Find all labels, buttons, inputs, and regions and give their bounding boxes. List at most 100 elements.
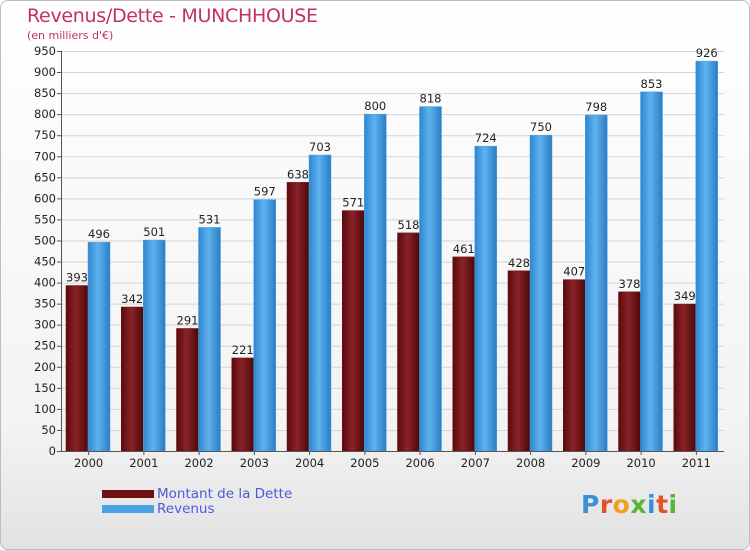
data-label-dette: 349 (674, 289, 696, 303)
y-tick-label: 750 (34, 128, 56, 142)
y-tick-label: 850 (34, 86, 56, 100)
data-label-dette: 571 (342, 196, 364, 210)
data-label-dette: 638 (287, 167, 309, 181)
x-axis-ticks: 2000 2001 2002 2003 2004 2005 2006 2007 2008 2009… (74, 451, 711, 470)
bar-dette (507, 270, 531, 452)
bar-dette (618, 291, 641, 452)
x-tick-label: 2008 (516, 456, 545, 470)
bar-revenus (640, 91, 663, 452)
data-label-revenus: 724 (475, 131, 497, 145)
legend-item-dette: Montant de la Dette (102, 486, 292, 502)
legend-label-dette: Montant de la Dette (157, 486, 293, 502)
y-tick-label: 950 (34, 44, 56, 58)
legend-swatch-revenus (102, 505, 154, 513)
x-tick-label: 2000 (74, 456, 103, 470)
y-tick-label: 250 (34, 339, 56, 353)
grid-lines (61, 51, 724, 452)
y-tick-label: 700 (34, 149, 56, 163)
data-label-dette: 461 (453, 242, 475, 256)
bar-dette (563, 279, 586, 452)
logo-letter: t (656, 490, 669, 519)
bar-dette (452, 256, 475, 452)
y-tick-label: 0 (49, 444, 56, 458)
bar-dette (176, 328, 199, 452)
x-tick-label: 2006 (405, 456, 434, 470)
x-tick-label: 2005 (350, 456, 379, 470)
bar-dette (65, 285, 89, 452)
logo-letter: i (668, 490, 678, 519)
data-label-dette: 407 (563, 265, 585, 279)
data-label-dette: 393 (66, 271, 88, 285)
legend-item-revenus: Revenus (102, 501, 215, 517)
chart-title: Revenus/Dette - MUNCHHOUSE (27, 5, 318, 27)
x-tick-label: 2011 (682, 456, 711, 470)
legend-label-revenus: Revenus (157, 501, 215, 517)
data-label-dette: 378 (619, 277, 641, 291)
data-label-revenus: 798 (585, 100, 607, 114)
data-label-dette: 291 (177, 313, 199, 327)
data-label-revenus: 853 (641, 77, 663, 91)
bar-dette (231, 357, 254, 452)
data-label-revenus: 496 (88, 227, 110, 241)
y-tick-label: 400 (34, 276, 56, 290)
axes (61, 51, 724, 452)
x-tick-label: 2007 (461, 456, 490, 470)
data-label-revenus: 818 (420, 92, 442, 106)
data-label-revenus: 703 (309, 140, 331, 154)
logo-letter: x (630, 490, 647, 519)
bar-revenus (474, 145, 497, 452)
proxiti-logo: Proxiti (581, 490, 678, 519)
data-label-dette: 518 (398, 218, 420, 232)
y-tick-label: 550 (34, 212, 56, 226)
logo-letter: i (647, 490, 657, 519)
bar-dette (397, 232, 420, 452)
bar-revenus (143, 239, 166, 452)
data-label-revenus: 501 (143, 225, 165, 239)
data-label-dette: 428 (508, 256, 530, 270)
y-axis-ticks: 0 50 100 150 200 250 300 350 400 450 500 550 600 650 7… (34, 44, 61, 458)
data-label-revenus: 750 (530, 120, 552, 134)
y-tick-label: 200 (34, 360, 56, 374)
bar-revenus (529, 134, 553, 452)
x-tick-label: 2002 (184, 456, 213, 470)
data-label-dette: 221 (232, 343, 254, 357)
legend-swatch-dette (102, 490, 154, 498)
y-tick-label: 450 (34, 255, 56, 269)
y-tick-label: 900 (34, 65, 56, 79)
x-tick-label: 2009 (571, 456, 600, 470)
bar-revenus (253, 199, 276, 452)
x-tick-label: 2003 (240, 456, 269, 470)
y-tick-label: 650 (34, 170, 56, 184)
logo-letter: P (581, 490, 600, 519)
y-tick-label: 800 (34, 107, 56, 121)
bar-revenus (198, 227, 221, 452)
bar-revenus (585, 114, 608, 452)
data-label-dette: 342 (121, 292, 143, 306)
data-label-revenus: 926 (696, 46, 718, 60)
y-tick-label: 150 (34, 381, 56, 395)
x-tick-label: 2001 (129, 456, 158, 470)
x-tick-label: 2010 (626, 456, 655, 470)
bar-dette (121, 306, 144, 452)
x-tick-label: 2004 (295, 456, 324, 470)
y-tick-label: 100 (34, 402, 56, 416)
y-tick-label: 50 (41, 423, 56, 437)
bar-revenus (419, 106, 442, 452)
data-label-revenus: 531 (199, 212, 221, 226)
y-tick-label: 600 (34, 191, 56, 205)
bars (65, 60, 718, 452)
data-label-revenus: 597 (254, 185, 276, 199)
chart-subtitle: (en milliers d'€) (27, 29, 114, 42)
logo-letter: r (599, 490, 613, 519)
bar-revenus (87, 241, 111, 452)
bar-revenus (308, 154, 332, 452)
bar-dette (673, 303, 696, 452)
bar-dette (342, 210, 365, 452)
logo-letter: o (612, 490, 631, 519)
y-tick-label: 350 (34, 297, 56, 311)
bar-revenus (695, 60, 718, 452)
data-label-revenus: 800 (364, 99, 386, 113)
bar-revenus (364, 113, 387, 452)
